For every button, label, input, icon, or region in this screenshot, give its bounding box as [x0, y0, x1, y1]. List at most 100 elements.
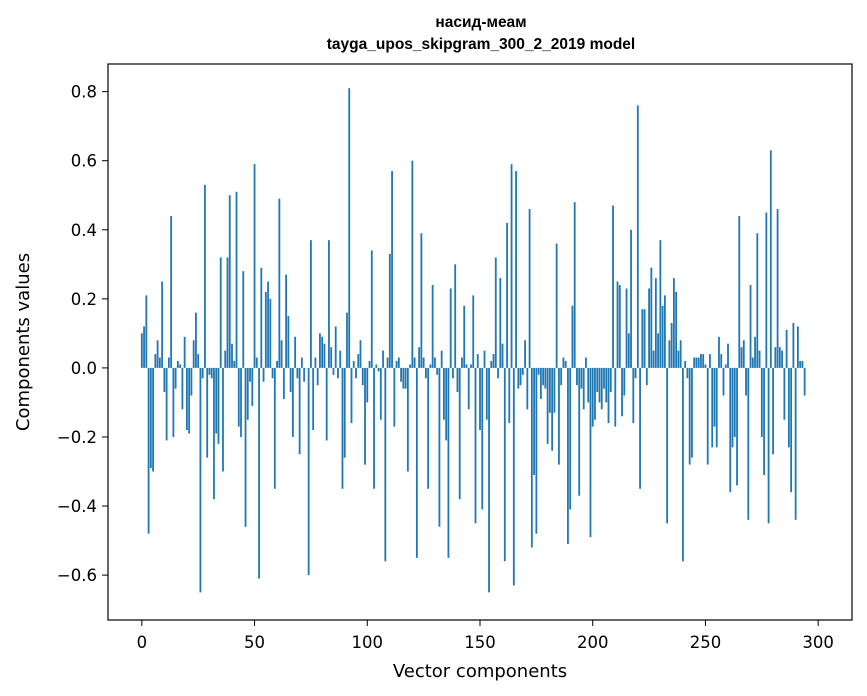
bar [143, 326, 145, 368]
bar [361, 367, 364, 386]
bar [756, 233, 759, 368]
bar [465, 364, 468, 368]
bar [544, 367, 547, 389]
bar [724, 364, 727, 368]
bar [472, 295, 475, 368]
bar [494, 257, 497, 368]
bar [727, 343, 729, 368]
bar [537, 367, 540, 375]
y-tick-label: −0.4 [57, 497, 97, 516]
bar [188, 367, 191, 434]
bar [429, 364, 432, 368]
bar [240, 367, 242, 437]
bar [555, 243, 558, 368]
y-axis-label: Components values [13, 253, 34, 431]
bar [260, 267, 263, 368]
bar [792, 323, 795, 368]
bar [375, 364, 378, 368]
bar [176, 360, 179, 368]
bar [785, 329, 788, 368]
bar [614, 367, 617, 427]
bar [440, 350, 443, 368]
bar [350, 367, 353, 424]
bar [510, 164, 513, 368]
chart-title: насид-меам [435, 14, 526, 31]
bar [715, 367, 718, 448]
bar [244, 367, 247, 527]
bar [519, 367, 522, 386]
bar [763, 367, 765, 475]
bar [517, 367, 520, 389]
bar [605, 367, 608, 403]
bar [303, 367, 306, 382]
bar [357, 354, 360, 368]
bar [639, 367, 641, 489]
bar [289, 367, 292, 393]
bar [799, 360, 802, 368]
bar [443, 367, 445, 420]
y-tick-label: 0.8 [71, 83, 97, 102]
bar [677, 350, 680, 368]
bar [546, 367, 549, 444]
bar [783, 367, 786, 420]
bar [251, 367, 254, 406]
bar [237, 367, 240, 427]
bar [328, 240, 330, 368]
bar [210, 367, 213, 379]
bar [661, 305, 664, 368]
bar [456, 367, 459, 393]
bar [515, 171, 517, 368]
chart-subtitle: tayga_upos_skipgram_300_2_2019 model [327, 36, 635, 53]
bar [386, 357, 389, 368]
bar [393, 367, 396, 427]
x-tick-label: 300 [802, 633, 834, 652]
bar [787, 367, 790, 448]
bar [693, 357, 696, 368]
bar [738, 215, 741, 368]
bar [415, 367, 418, 558]
bar [388, 253, 391, 368]
bar [418, 347, 421, 368]
bar [190, 367, 193, 396]
bar [607, 367, 610, 424]
bar [720, 354, 723, 368]
plot-frame [107, 63, 853, 621]
bar [747, 367, 750, 520]
bar [165, 367, 168, 441]
bar [294, 336, 297, 368]
bar [222, 367, 224, 472]
bar [201, 367, 204, 379]
bar [321, 336, 324, 368]
bar [461, 357, 463, 368]
bar [648, 288, 650, 368]
bar [452, 367, 454, 379]
bar [778, 347, 781, 368]
bar [370, 250, 373, 368]
bar [431, 285, 434, 368]
bar [384, 367, 387, 562]
bar [285, 274, 288, 368]
bar [625, 288, 628, 368]
bar [560, 367, 563, 386]
bar [641, 309, 644, 368]
bar [702, 354, 705, 368]
bar [623, 367, 626, 396]
bar [490, 360, 493, 368]
bar [729, 367, 732, 493]
bar [298, 367, 301, 455]
bar [539, 367, 542, 399]
bar [147, 367, 150, 534]
bar [242, 271, 245, 368]
bar [492, 354, 495, 368]
bar [551, 367, 554, 451]
bar [199, 367, 202, 593]
y-tick-label: −0.2 [57, 428, 97, 447]
bar [580, 367, 583, 389]
bar [447, 367, 450, 558]
bar [154, 354, 157, 368]
bar [679, 340, 682, 368]
bar [174, 367, 177, 389]
bar [278, 198, 281, 368]
bar [774, 347, 777, 368]
bar [769, 150, 772, 368]
